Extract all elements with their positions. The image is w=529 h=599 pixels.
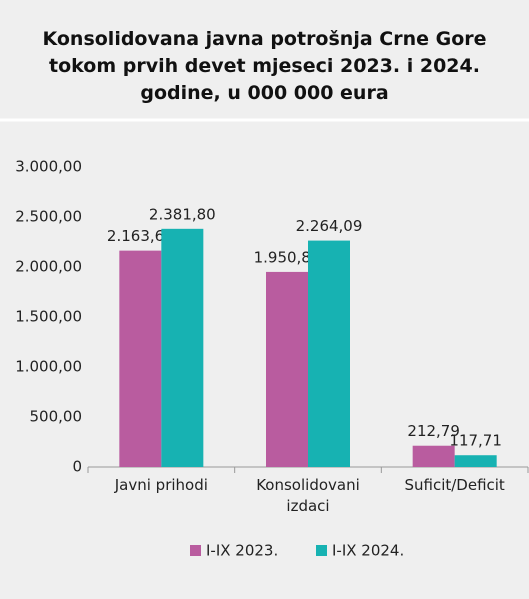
legend-swatch xyxy=(316,545,327,556)
bar xyxy=(161,228,204,467)
chart-title: Konsolidovana javna potrošnja Crne Gore … xyxy=(42,28,487,104)
bar xyxy=(308,240,350,467)
x-tick-label: Javni prihodi xyxy=(114,476,208,494)
bar xyxy=(119,250,162,467)
value-label: 212,79 xyxy=(407,422,460,440)
y-tick-label: 0 xyxy=(72,458,82,476)
y-tick-label: 1.500,00 xyxy=(15,308,82,326)
x-tick-label: Suficit/Deficit xyxy=(404,476,505,494)
y-tick-label: 500,00 xyxy=(30,408,83,426)
legend-label: I-IX 2023. xyxy=(206,542,278,560)
y-tick-label: 3.000,00 xyxy=(15,158,82,176)
value-label: 2.163,68 xyxy=(107,227,174,245)
y-tick-label: 1.000,00 xyxy=(15,358,82,376)
bar xyxy=(412,445,455,467)
value-label: 2.381,80 xyxy=(149,205,216,223)
value-label: 117,71 xyxy=(449,432,502,450)
legend-swatch xyxy=(190,545,201,556)
y-tick-label: 2.000,00 xyxy=(15,258,82,276)
bar xyxy=(266,271,308,467)
legend-label: I-IX 2024. xyxy=(332,542,404,560)
value-label: 1.950,89 xyxy=(254,248,321,266)
y-tick-label: 2.500,00 xyxy=(15,208,82,226)
bar xyxy=(454,455,497,467)
value-label: 2.264,09 xyxy=(296,217,363,235)
x-tick-label: Konsolidovani izdaci xyxy=(256,476,360,515)
